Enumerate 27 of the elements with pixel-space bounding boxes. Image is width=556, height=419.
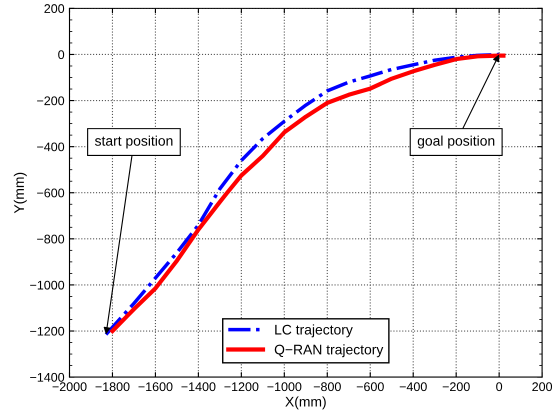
x-tick-label: −1600: [138, 382, 172, 392]
annotation: goal position: [418, 136, 494, 149]
y-tick-label: −800: [37, 234, 64, 244]
annotation: start position: [94, 136, 172, 149]
x-tick-label: 0: [496, 382, 502, 392]
y-tick-label: −200: [37, 96, 64, 106]
y-tick-label: 200: [44, 4, 64, 14]
x-tick-label: −200: [442, 382, 470, 392]
y-tick-label: −1200: [30, 326, 64, 336]
y-tick-label: −1400: [30, 372, 64, 382]
x-tick-label: −600: [356, 382, 384, 392]
x-tick-label: −1800: [96, 382, 130, 392]
y-tick-label: −1000: [30, 280, 64, 290]
y-tick-label: −600: [37, 188, 64, 198]
x-tick-label: −800: [314, 382, 341, 392]
y-tick-label: 0: [58, 50, 64, 60]
x-tick-label: 200: [532, 382, 552, 392]
y-axis-title: Y(mm): [14, 172, 27, 214]
x-tick-label: −2000: [52, 382, 87, 392]
x-axis-title: X(mm): [285, 396, 326, 410]
y-tick-label: −400: [37, 142, 64, 152]
x-tick-label: −1200: [224, 382, 258, 392]
legend-label: LC trajectory: [275, 324, 353, 338]
x-tick-label: −1400: [181, 382, 216, 392]
x-tick-label: −1000: [267, 382, 302, 392]
legend-label: Q−RAN trajectory: [274, 344, 384, 358]
x-tick-label: −400: [400, 382, 427, 392]
